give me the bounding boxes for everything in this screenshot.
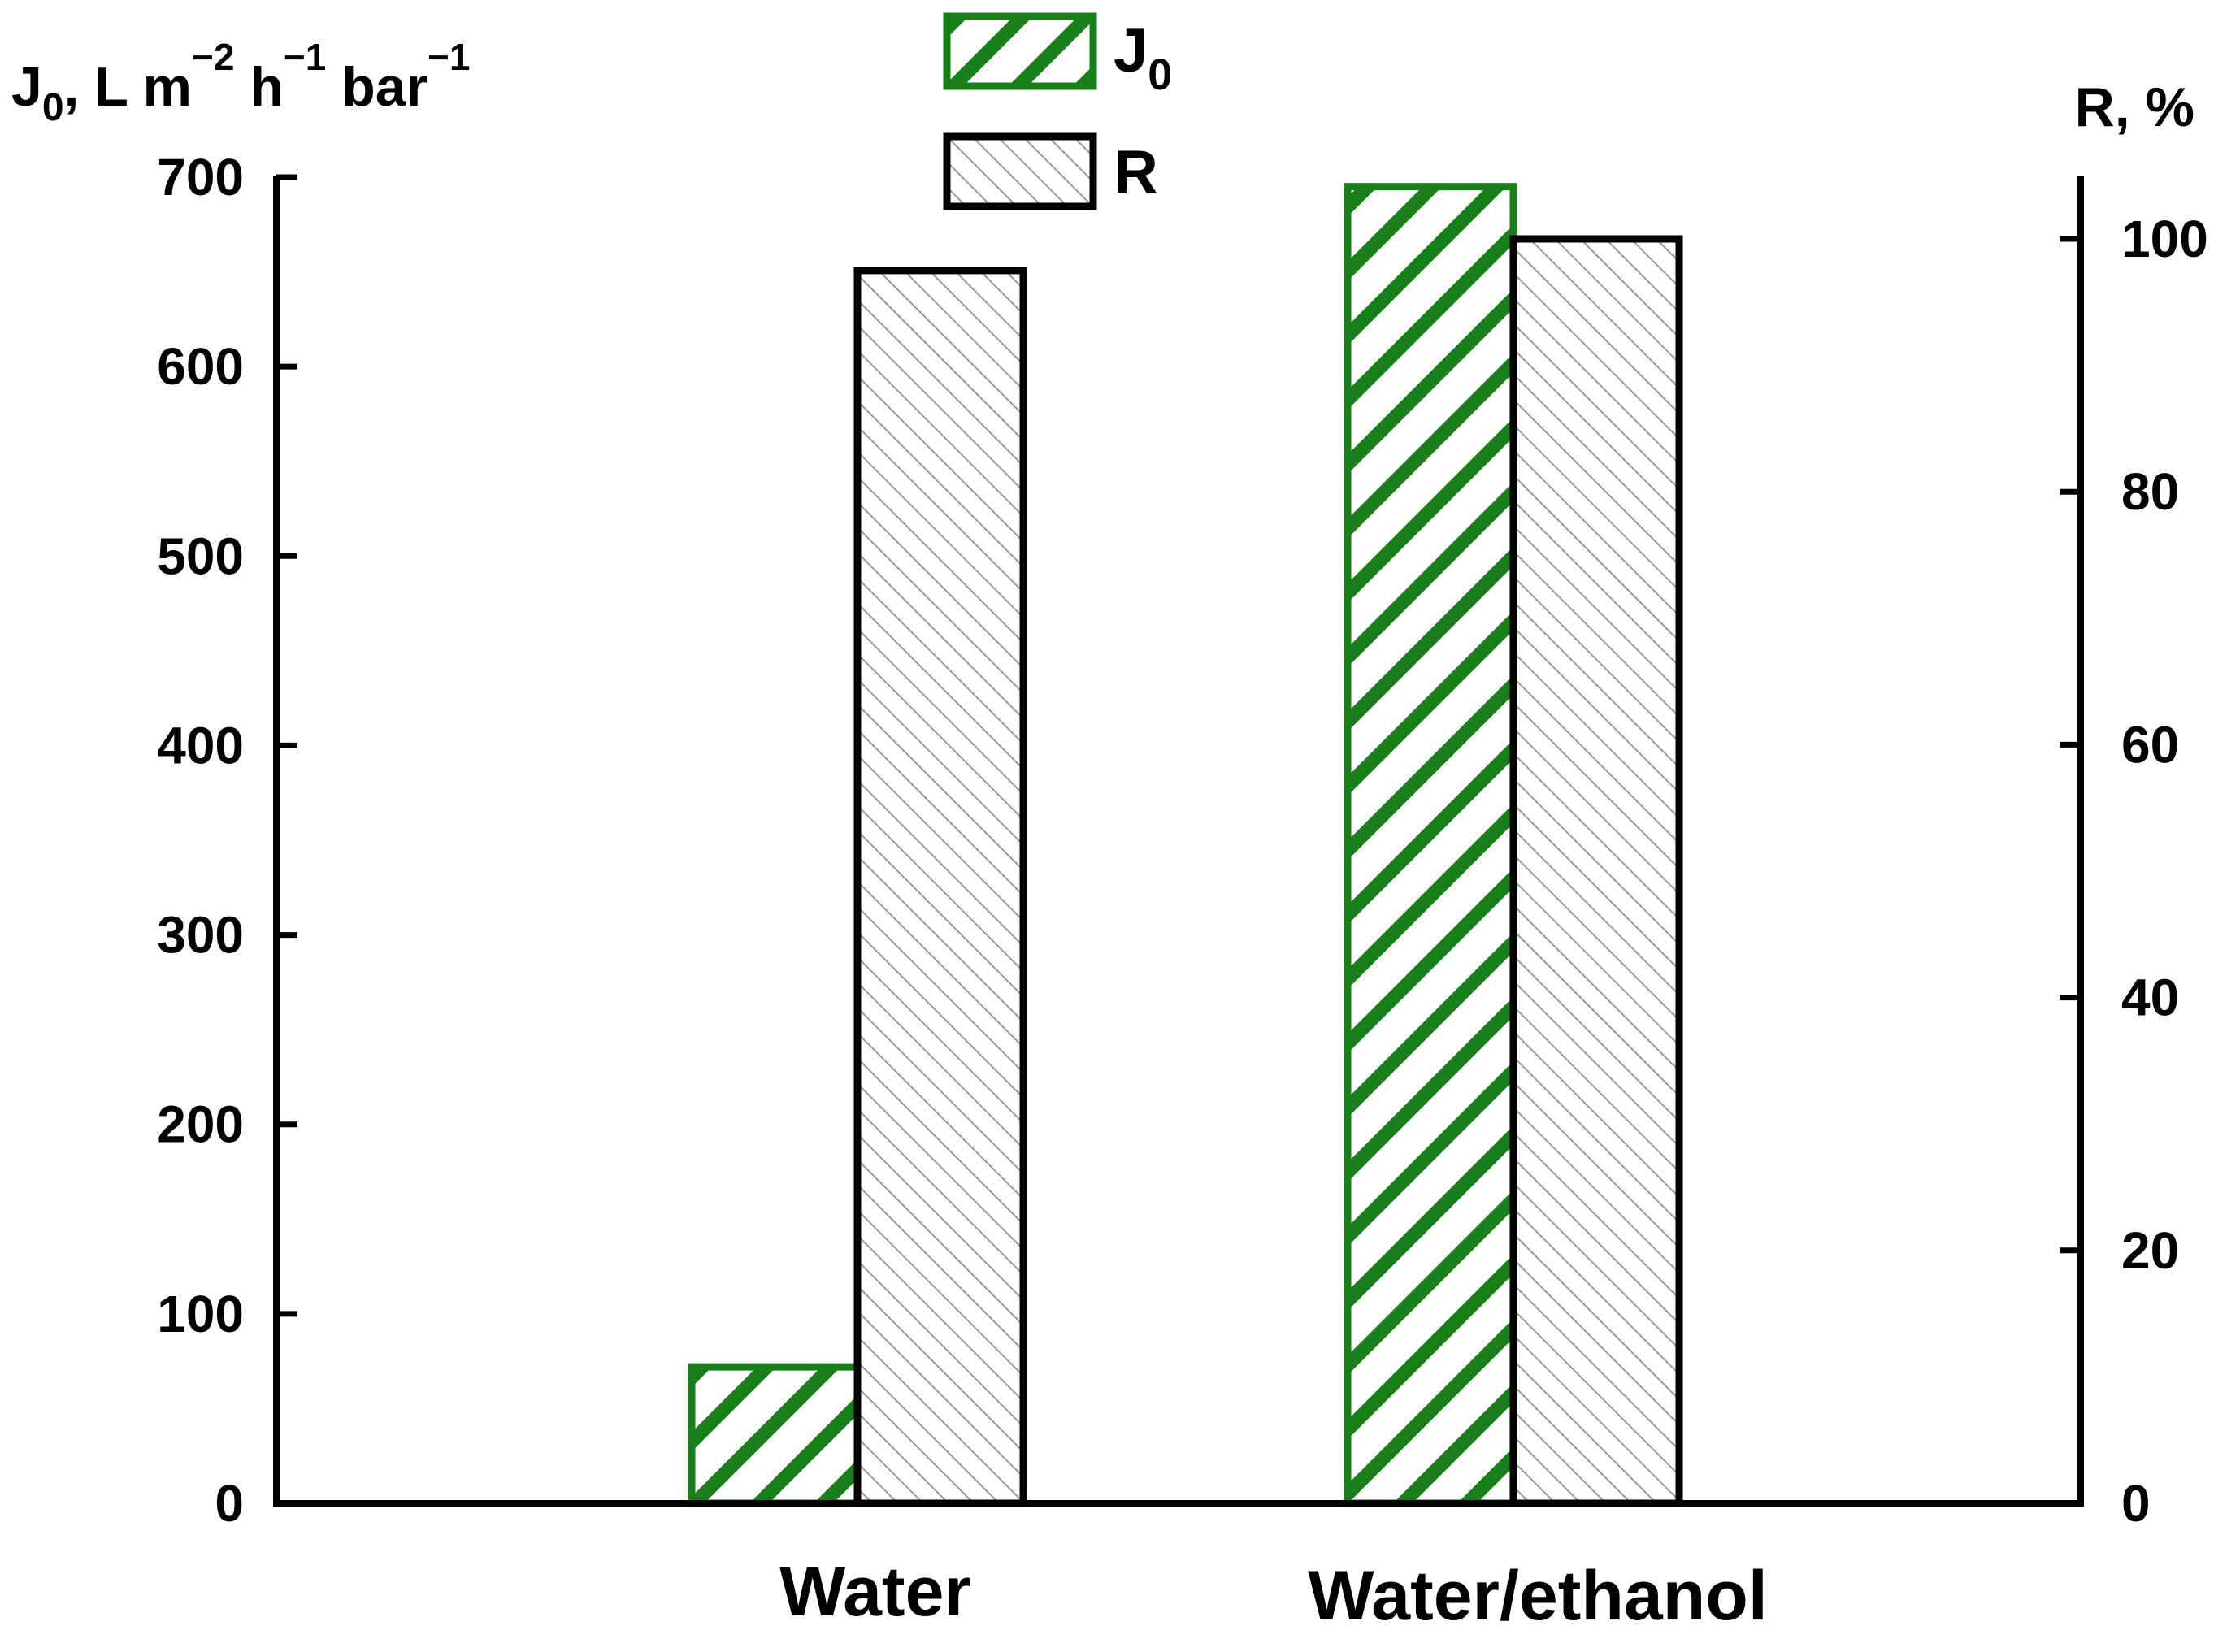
left-axis-title-main: J: [11, 56, 42, 118]
right-tick-label-100: 100: [2121, 210, 2208, 268]
left-tick-label-200: 200: [157, 1095, 244, 1154]
right-axis-title: R, %: [2075, 76, 2194, 138]
left-axis-title-sub: 0: [42, 86, 64, 129]
bar-j0-water: [688, 1363, 862, 1507]
legend-label-j0: J0: [1114, 16, 1172, 99]
legend: J0 R: [943, 12, 1172, 210]
axis-ticks: 0 100 200 300 400 500 600 700 0 20 40 60 80 100: [157, 148, 2208, 1533]
left-axis-title-sup3: −1: [428, 36, 470, 78]
right-tick-label-40: 40: [2121, 969, 2179, 1027]
left-axis-title-sup2: −1: [284, 36, 326, 78]
legend-label-j0-sub: 0: [1148, 50, 1172, 99]
left-axis-title-sup1: −2: [192, 36, 234, 78]
left-axis-title-part: , L m: [64, 56, 192, 118]
bar-r-water: [853, 267, 1027, 1507]
left-axis-title-bar: bar: [326, 56, 428, 118]
left-tick-label-100: 100: [157, 1285, 244, 1343]
left-axis-title-h: h: [234, 56, 283, 118]
legend-swatch-j0: [943, 12, 1097, 90]
left-axis-title: J0, L m−2 h−1 bar−1: [11, 36, 471, 129]
left-tick-label-500: 500: [157, 527, 244, 585]
right-tick-label-0: 0: [2121, 1474, 2151, 1533]
category-label-water-ethanol: Water/ethanol: [1308, 1557, 1767, 1635]
left-tick-label-600: 600: [157, 337, 244, 396]
left-tick-label-300: 300: [157, 906, 244, 965]
left-tick-label-0: 0: [215, 1474, 244, 1533]
right-tick-label-60: 60: [2121, 715, 2179, 774]
left-tick-label-700: 700: [157, 148, 244, 206]
legend-swatch-r: [943, 132, 1097, 210]
bar-j0-water-ethanol: [1344, 183, 1517, 1507]
bars: [688, 183, 1683, 1507]
legend-label-r: R: [1114, 138, 1158, 207]
right-tick-label-80: 80: [2121, 462, 2179, 521]
legend-label-j0-main: J: [1114, 16, 1148, 85]
bar-r-water-ethanol: [1509, 235, 1683, 1507]
category-label-water: Water: [779, 1553, 971, 1631]
left-tick-label-400: 400: [157, 716, 244, 774]
right-tick-label-20: 20: [2121, 1221, 2179, 1280]
